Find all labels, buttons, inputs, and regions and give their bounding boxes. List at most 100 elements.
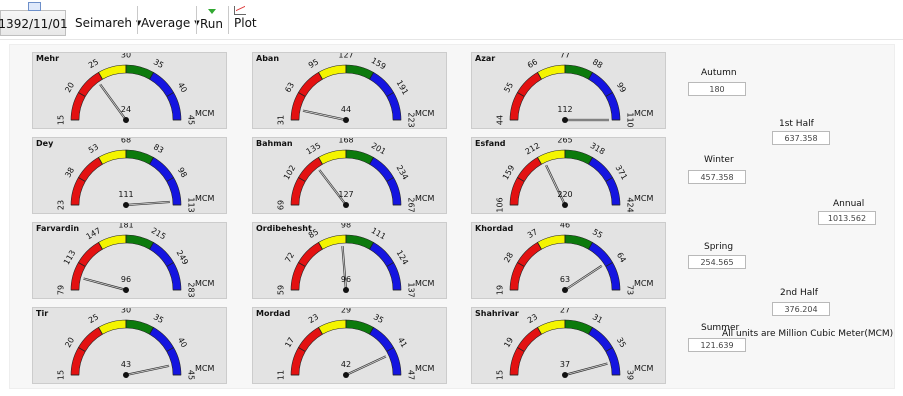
gauge-title: Aban	[256, 54, 280, 63]
gauge-band-blue	[149, 241, 182, 291]
gauge-tick	[318, 72, 323, 80]
gauge-needle-highlight	[345, 355, 387, 376]
gauge-band-blue	[588, 71, 621, 121]
gauge-tick-label: 25	[87, 57, 100, 70]
gauge-tick	[298, 177, 306, 182]
gauge-tick	[98, 157, 103, 165]
gauge-value: 112	[557, 105, 572, 114]
gauge-value: 220	[557, 190, 572, 199]
gauge-value: 24	[121, 105, 131, 114]
gauge-title: Tir	[36, 309, 49, 318]
gauge-tick-label: 83	[152, 142, 165, 155]
chart-icon	[234, 6, 246, 15]
gauge-tick-label: 45	[187, 370, 196, 380]
gauge-dial: 15 20 25 30 35 40 45 24 MCM	[57, 53, 215, 125]
toolbar-divider	[196, 6, 197, 34]
gauge-panel-azar: Azar 44 55 66 77 88 99 110 112 MCM	[471, 52, 666, 129]
gauge-band-green	[125, 149, 154, 165]
toolbar: 1392/11/01 Seimareh ▼ Average ▼ Run Plot	[0, 0, 903, 40]
gauge-band-red	[509, 71, 542, 121]
gauge-tick	[166, 92, 174, 97]
gauge-tick-label: 111	[370, 226, 388, 241]
gauge-dial: 44 55 66 77 88 99 110 112 MCM	[496, 53, 654, 128]
gauge-unit-label: MCM	[415, 194, 434, 203]
run-icon	[207, 9, 216, 14]
gauge-tick	[386, 347, 394, 352]
gauge-band-blue	[588, 241, 621, 291]
gauge-tick-label: 265	[557, 138, 572, 145]
calendar-icon	[28, 2, 41, 11]
gauge-band-green	[564, 319, 593, 335]
gauge-dial: 31 63 95 127 159 191 223 44 MCM	[277, 53, 435, 128]
gauge-tick-label: 95	[307, 57, 320, 70]
date-picker[interactable]: 1392/11/01	[0, 2, 68, 36]
gauge-needle-highlight	[342, 246, 347, 291]
gauge-tick-label: 215	[150, 226, 168, 241]
gauge-hub	[123, 202, 129, 208]
gauge-band-blue	[149, 326, 182, 376]
gauge-tick-label: 424	[626, 197, 635, 212]
gauge-tick	[98, 242, 103, 250]
second-half-value-field: 376.204	[772, 302, 830, 316]
gauge-dial: 15 19 23 27 31 35 39 37 MCM	[496, 308, 654, 380]
gauge-title: Bahman	[256, 139, 293, 148]
gauge-tick-label: 28	[502, 251, 515, 264]
gauge-dial: 23 38 53 68 83 98 113 111 MCM	[57, 138, 215, 213]
gauge-tick-label: 79	[57, 285, 66, 295]
gauge-tick-label: 31	[277, 115, 286, 125]
gauge-tick-label: 45	[187, 115, 196, 125]
gauge-tick	[588, 72, 593, 80]
gauge-tick-label: 55	[502, 81, 515, 94]
units-note: All units are Million Cubic Meter(MCM)	[722, 329, 894, 339]
station-dropdown[interactable]: Seimareh ▼	[75, 8, 141, 38]
gauge-band-blue	[149, 71, 182, 121]
gauge-tick-label: 223	[407, 112, 416, 127]
gauge-tick	[318, 327, 323, 335]
gauge-dial: 79 113 147 181 215 249 283 96 MCM	[57, 223, 215, 298]
gauge-band-green	[345, 64, 374, 80]
statistic-dropdown[interactable]: Average ▼	[141, 8, 200, 38]
gauge-hub	[562, 117, 568, 123]
gauge-band-green	[125, 234, 154, 250]
gauge-tick	[605, 92, 613, 97]
chevron-down-icon: ▼	[136, 19, 142, 27]
gauge-tick-label: 234	[395, 164, 410, 182]
gauge-tick-label: 39	[626, 370, 635, 380]
gauge-tick-label: 135	[305, 141, 323, 156]
run-button[interactable]: Run	[200, 6, 223, 36]
gauge-tick	[517, 347, 525, 352]
gauge-tick-label: 15	[57, 115, 66, 125]
run-button-label: Run	[200, 17, 224, 31]
gauge-band-green	[564, 64, 593, 80]
gauge-tick-label: 113	[187, 197, 196, 212]
gauge-tick-label: 64	[615, 251, 628, 264]
gauge-hub	[562, 287, 568, 293]
gauge-value: 127	[338, 190, 353, 199]
gauge-value: 96	[341, 275, 351, 284]
plot-button[interactable]: Plot	[234, 6, 257, 36]
gauge-tick	[98, 72, 103, 80]
gauge-dial: 69 102 135 168 201 234 267 127 MCM	[277, 138, 435, 213]
gauge-title: Esfand	[475, 139, 506, 148]
gauge-tick	[149, 242, 154, 250]
gauge-tick-label: 27	[560, 308, 570, 315]
gauge-unit-label: MCM	[634, 279, 653, 288]
gauge-tick-label: 40	[176, 81, 189, 94]
gauge-value: 43	[121, 360, 131, 369]
gauge-tick-label: 15	[496, 370, 505, 380]
gauge-tick	[98, 327, 103, 335]
gauge-hub	[343, 202, 349, 208]
gauge-needle-highlight	[564, 265, 603, 291]
gauge-tick	[605, 262, 613, 267]
gauge-band-yellow	[537, 149, 566, 165]
gauge-tick-label: 159	[370, 56, 388, 71]
gauge-unit-label: MCM	[415, 279, 434, 288]
gauge-band-green	[125, 319, 154, 335]
gauge-tick	[537, 72, 542, 80]
gauge-unit-label: MCM	[195, 364, 214, 373]
gauge-tick	[78, 92, 86, 97]
gauge-title: Dey	[36, 139, 54, 148]
summer-value-field: 121.639	[688, 338, 746, 352]
gauge-band-green	[125, 64, 154, 80]
gauge-hub	[123, 117, 129, 123]
